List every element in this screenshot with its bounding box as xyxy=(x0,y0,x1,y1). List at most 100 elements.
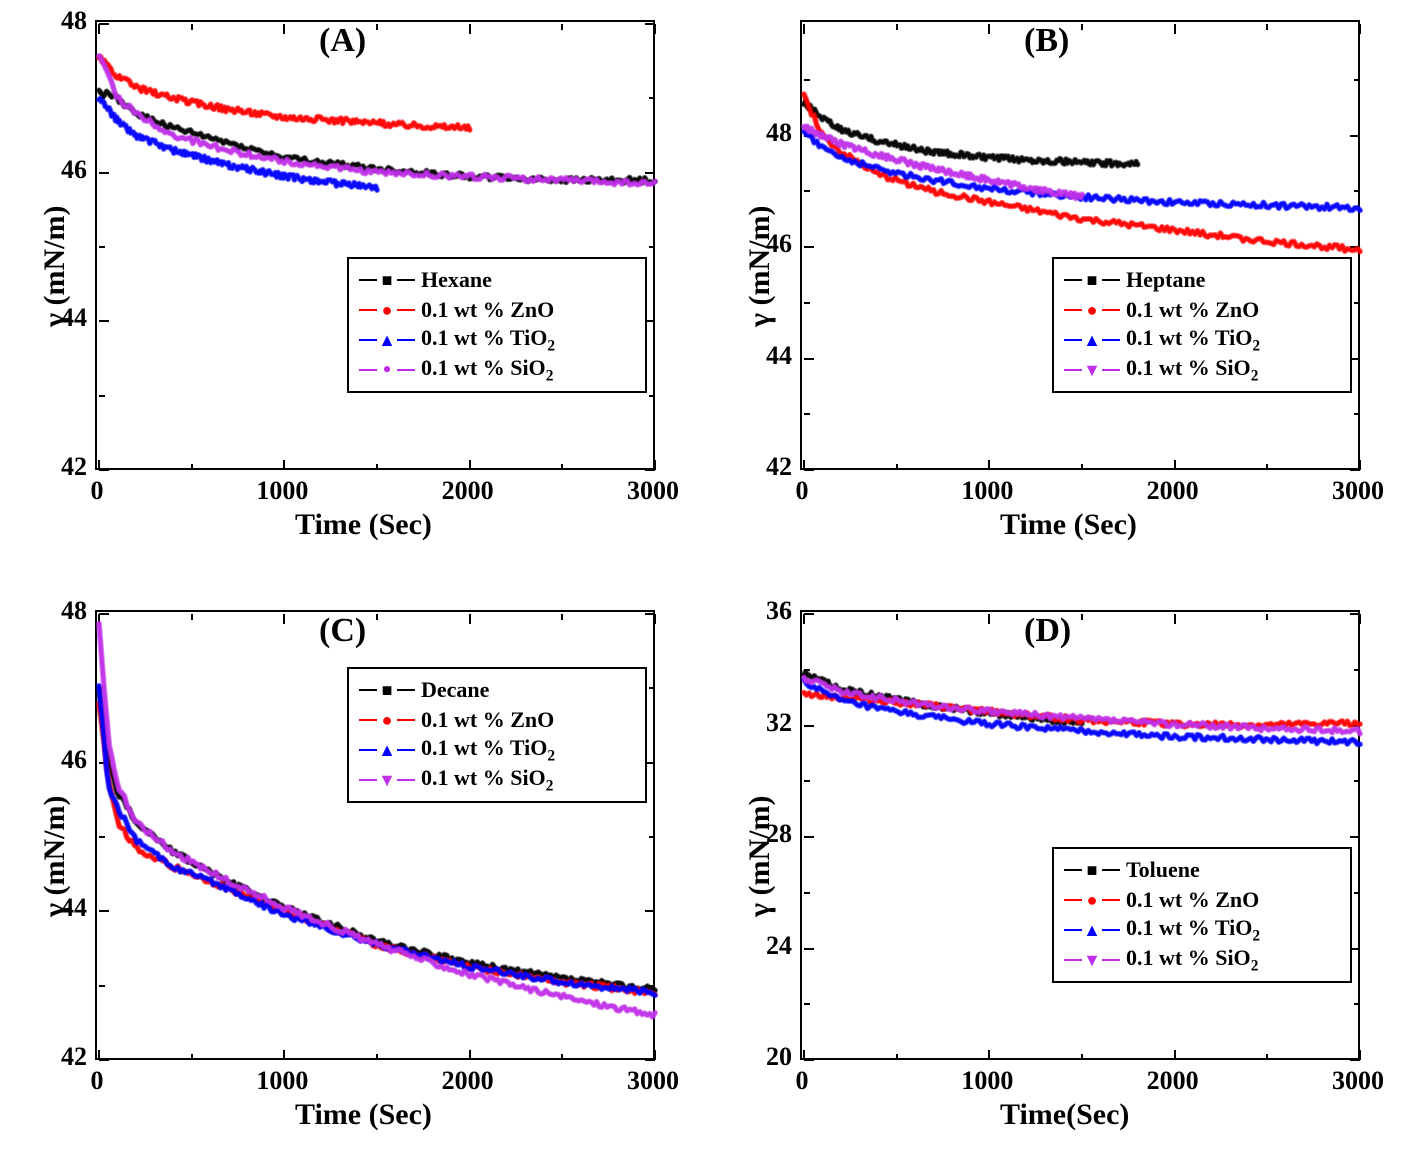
legend-B: ■ Heptane ● 0.1 wt % ZnO ▲ 0.1 wt % TiO2 ▼ 0.1 … xyxy=(1052,257,1352,393)
dot-icon: • xyxy=(382,357,391,383)
legend-label: 0.1 wt % SiO2 xyxy=(1126,945,1258,975)
x-tick-label: 1000 xyxy=(947,476,1027,506)
y-tick-label: 44 xyxy=(45,893,87,923)
legend-label: 0.1 wt % TiO2 xyxy=(421,325,555,355)
legend-marker: ▲ xyxy=(359,740,415,760)
legend-item: ● 0.1 wt % ZnO xyxy=(1064,295,1340,325)
legend-marker: ■ xyxy=(359,680,415,700)
x-tick-label: 3000 xyxy=(1318,476,1398,506)
plot-area-B: ■ Heptane ● 0.1 wt % ZnO ▲ 0.1 wt % TiO2 ▼ 0.1 … xyxy=(800,20,1360,470)
y-tick-label: 46 xyxy=(750,229,792,259)
legend-item: ▲ 0.1 wt % TiO2 xyxy=(1064,325,1340,355)
x-axis-label-A: Time (Sec) xyxy=(295,508,432,542)
legend-item: ● 0.1 wt % ZnO xyxy=(359,295,635,325)
legend-item: ▲ 0.1 wt % TiO2 xyxy=(359,325,635,355)
x-tick-label: 2000 xyxy=(1133,1066,1213,1096)
x-tick-label: 0 xyxy=(57,1066,137,1096)
legend-label: 0.1 wt % TiO2 xyxy=(1126,325,1260,355)
x-tick-label: 0 xyxy=(57,476,137,506)
legend-marker: ● xyxy=(1064,890,1120,910)
panel-label-C: (C) xyxy=(319,612,366,650)
legend-marker: ▼ xyxy=(359,770,415,790)
legend-A: ■ Hexane ● 0.1 wt % ZnO ▲ 0.1 wt % TiO2 • 0.1 w… xyxy=(347,257,647,393)
legend-item: ■Toluene xyxy=(1064,855,1340,885)
triUp-icon: ▲ xyxy=(378,741,396,759)
series-svg-B xyxy=(802,22,1362,472)
y-tick-label: 28 xyxy=(750,819,792,849)
x-tick-label: 2000 xyxy=(1133,476,1213,506)
x-tick-label: 2000 xyxy=(428,1066,508,1096)
legend-C: ■ Decane ● 0.1 wt % ZnO ▲ 0.1 wt % TiO2 ▼ 0.1 w… xyxy=(347,667,647,803)
legend-item: ■ Decane xyxy=(359,675,635,705)
plot-area-D: ■Toluene ● 0.1 wt % ZnO ▲ 0.1 wt % TiO2 ▼ 0.1 … xyxy=(800,610,1360,1060)
series-line xyxy=(804,680,1360,745)
y-tick-label: 46 xyxy=(45,155,87,185)
legend-label: 0.1 wt % ZnO xyxy=(421,707,554,733)
legend-marker: ● xyxy=(359,710,415,730)
circle-icon: ● xyxy=(1087,891,1098,909)
legend-marker: ● xyxy=(1064,300,1120,320)
panel-label-A: (A) xyxy=(319,22,366,60)
legend-D: ■Toluene ● 0.1 wt % ZnO ▲ 0.1 wt % TiO2 ▼ 0.1 … xyxy=(1052,847,1352,983)
legend-item: ▲ 0.1 wt % TiO2 xyxy=(1064,915,1340,945)
legend-marker: ■ xyxy=(359,270,415,290)
plot-area-A: ■ Hexane ● 0.1 wt % ZnO ▲ 0.1 wt % TiO2 • 0.1 w… xyxy=(95,20,655,470)
legend-item: • 0.1 wt % SiO2 xyxy=(359,355,635,385)
legend-label: 0.1 wt % SiO2 xyxy=(421,355,553,385)
legend-label: 0.1 wt % TiO2 xyxy=(421,735,555,765)
panel-label-B: (B) xyxy=(1024,22,1069,60)
legend-label: 0.1 wt % ZnO xyxy=(1126,887,1259,913)
legend-marker: ■ xyxy=(1064,860,1120,880)
square-icon: ■ xyxy=(382,681,393,699)
x-axis-label-B: Time (Sec) xyxy=(1000,508,1137,542)
x-axis-label-D: Time(Sec) xyxy=(1000,1098,1129,1132)
y-tick-label: 48 xyxy=(750,118,792,148)
legend-item: ▲ 0.1 wt % TiO2 xyxy=(359,735,635,765)
x-tick-label: 1000 xyxy=(242,476,322,506)
legend-marker: • xyxy=(359,360,415,380)
x-tick-label: 1000 xyxy=(242,1066,322,1096)
legend-item: ● 0.1 wt % ZnO xyxy=(1064,885,1340,915)
triUp-icon: ▲ xyxy=(378,331,396,349)
x-tick-label: 2000 xyxy=(428,476,508,506)
y-tick-label: 24 xyxy=(750,931,792,961)
legend-label: Decane xyxy=(421,677,489,703)
legend-label: 0.1 wt % ZnO xyxy=(1126,297,1259,323)
legend-label: 0.1 wt % SiO2 xyxy=(1126,355,1258,385)
plot-area-C: ■ Decane ● 0.1 wt % ZnO ▲ 0.1 wt % TiO2 ▼ 0.1 w… xyxy=(95,610,655,1060)
panel-label-D: (D) xyxy=(1024,612,1071,650)
triUp-icon: ▲ xyxy=(1083,921,1101,939)
x-tick-label: 3000 xyxy=(1318,1066,1398,1096)
legend-marker: ■ xyxy=(1064,270,1120,290)
triDown-icon: ▼ xyxy=(1083,951,1101,969)
circle-icon: ● xyxy=(1087,301,1098,319)
legend-marker: ▲ xyxy=(359,330,415,350)
legend-marker: ● xyxy=(359,300,415,320)
series-line xyxy=(804,680,1360,745)
legend-label: 0.1 wt % ZnO xyxy=(421,297,554,323)
legend-label: Heptane xyxy=(1126,267,1205,293)
x-axis-label-C: Time (Sec) xyxy=(295,1098,432,1132)
legend-label: 0.1 wt % TiO2 xyxy=(1126,915,1260,945)
legend-item: ▼ 0.1 wt % SiO2 xyxy=(1064,355,1340,385)
legend-label: Hexane xyxy=(421,267,492,293)
y-tick-label: 48 xyxy=(45,596,87,626)
legend-marker: ▼ xyxy=(1064,360,1120,380)
x-tick-label: 0 xyxy=(762,476,842,506)
x-tick-label: 3000 xyxy=(613,1066,693,1096)
legend-marker: ▲ xyxy=(1064,330,1120,350)
legend-marker: ▲ xyxy=(1064,920,1120,940)
triDown-icon: ▼ xyxy=(1083,361,1101,379)
circle-icon: ● xyxy=(382,711,393,729)
legend-marker: ▼ xyxy=(1064,950,1120,970)
square-icon: ■ xyxy=(1087,271,1098,289)
circle-icon: ● xyxy=(382,301,393,319)
legend-item: ▼ 0.1 wt % SiO2 xyxy=(359,765,635,795)
y-tick-label: 46 xyxy=(45,745,87,775)
figure-root: ■ Hexane ● 0.1 wt % ZnO ▲ 0.1 wt % TiO2 • 0.1 w… xyxy=(0,0,1418,1163)
y-tick-label: 36 xyxy=(750,596,792,626)
square-icon: ■ xyxy=(382,271,393,289)
legend-label: 0.1 wt % SiO2 xyxy=(421,765,553,795)
square-icon: ■ xyxy=(1087,861,1098,879)
triUp-icon: ▲ xyxy=(1083,331,1101,349)
